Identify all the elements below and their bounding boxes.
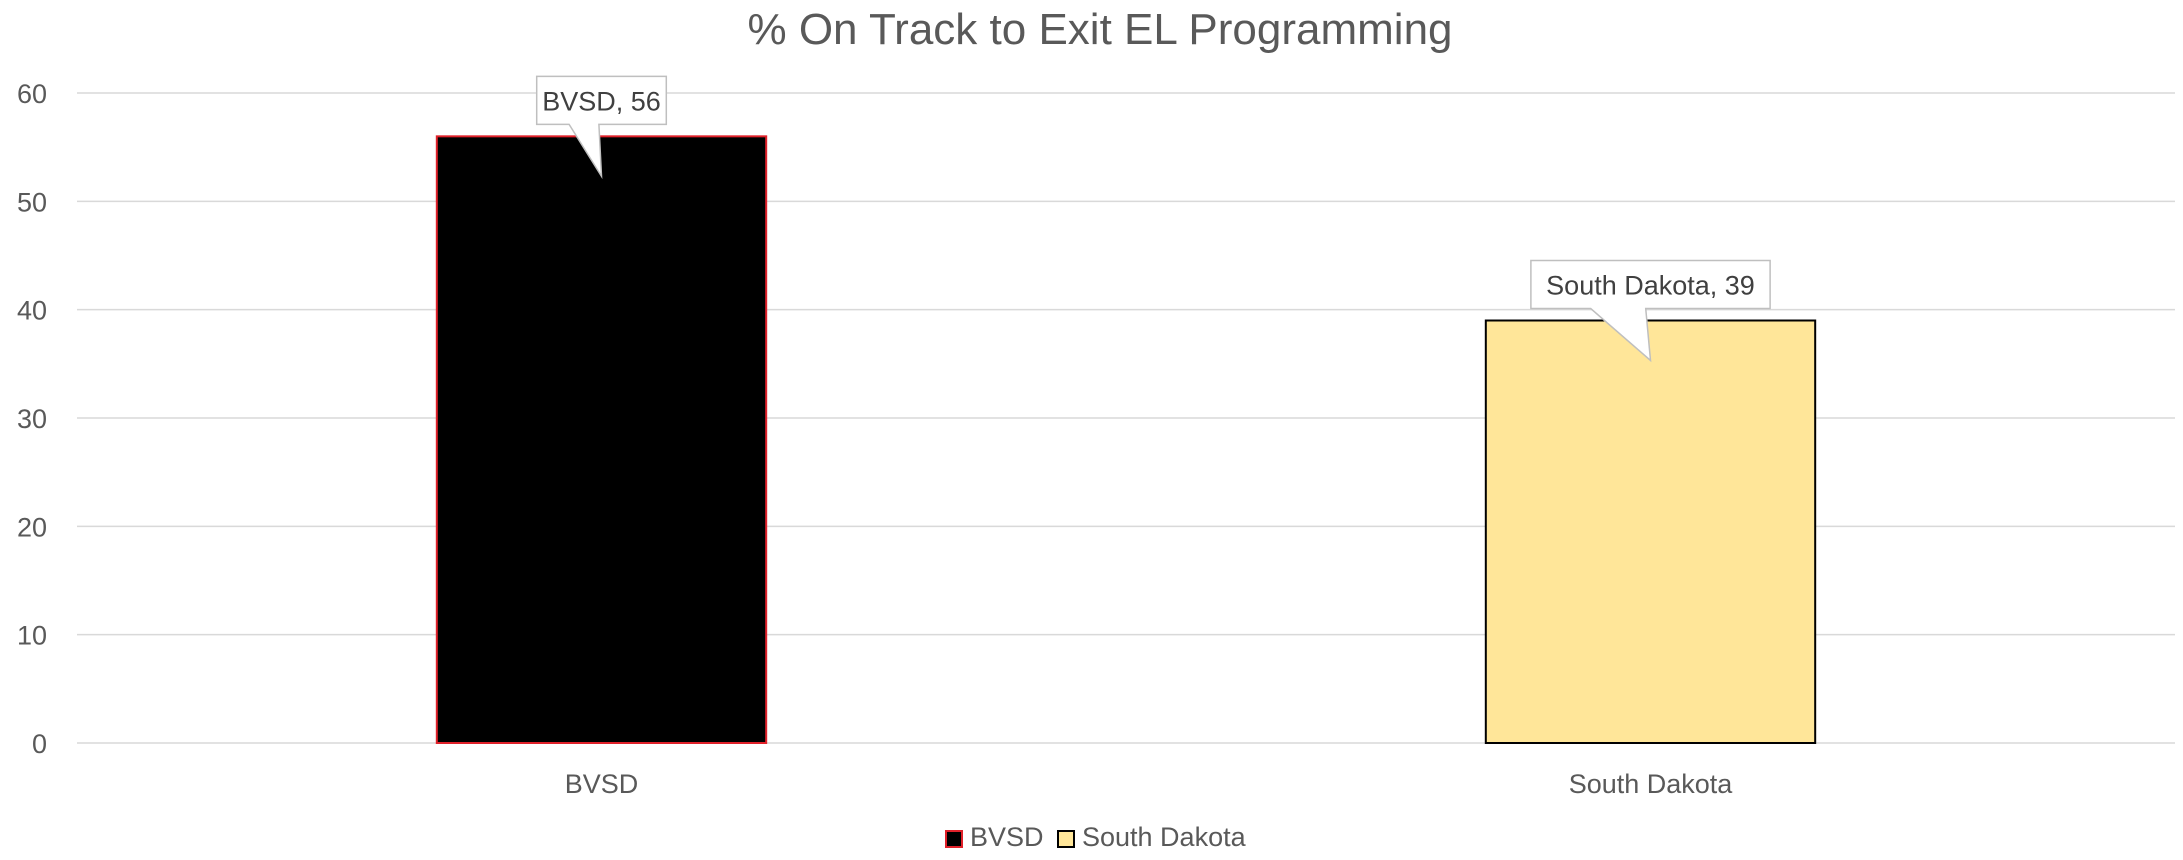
y-tick-label: 50 [17, 187, 47, 217]
x-axis-tick-labels: BVSD South Dakota [565, 769, 1734, 799]
legend-label: BVSD [970, 822, 1044, 852]
callout-box [535, 75, 668, 180]
y-tick-label: 20 [17, 512, 47, 542]
legend-swatch [1057, 830, 1075, 848]
x-tick-label: South Dakota [1569, 769, 1734, 799]
data-label: South Dakota, 39 [1546, 271, 1755, 301]
data-callout: South Dakota, 39 [1530, 259, 1771, 363]
data-callouts: BVSD, 56 South Dakota, 39 [535, 75, 1771, 363]
legend-swatch [945, 830, 963, 848]
data-callout: BVSD, 56 [535, 75, 668, 180]
callout-box [1530, 259, 1771, 363]
legend-item-bvsd: BVSD [945, 822, 1044, 852]
y-tick-label: 60 [17, 79, 47, 109]
y-tick-label: 30 [17, 404, 47, 434]
legend-item-south-dakota: South Dakota [1057, 822, 1247, 852]
y-tick-label: 0 [32, 729, 47, 759]
bar-south-dakota [1484, 319, 1817, 744]
chart-title: % On Track to Exit EL Programming [747, 5, 1452, 54]
y-tick-label: 40 [17, 296, 47, 326]
legend-label: South Dakota [1082, 822, 1247, 852]
y-tick-label: 10 [17, 621, 47, 651]
gridlines [77, 92, 2175, 744]
bar-bvsd [435, 135, 768, 745]
legend: BVSD South Dakota [945, 822, 1247, 852]
data-label: BVSD, 56 [542, 86, 661, 116]
bars [435, 135, 1817, 745]
x-tick-label: BVSD [565, 769, 639, 799]
y-axis-tick-labels: 0 10 20 30 40 50 60 [17, 79, 47, 759]
